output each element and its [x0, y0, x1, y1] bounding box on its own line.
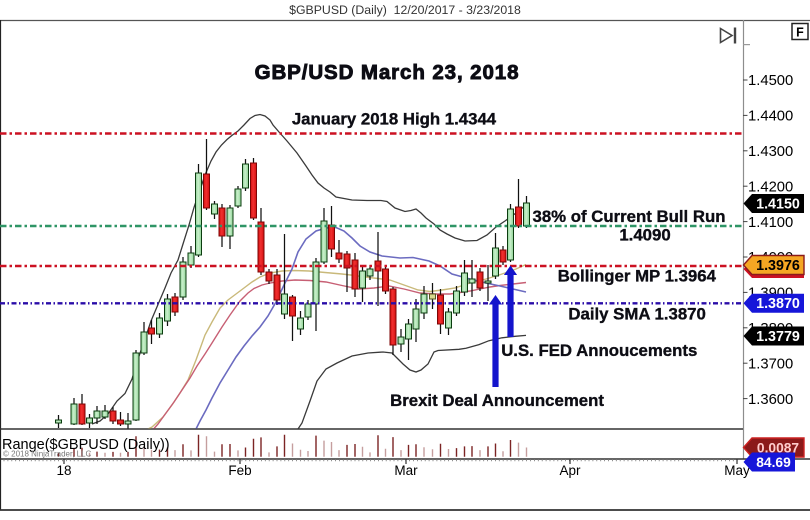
svg-text:1.3870: 1.3870 — [756, 296, 800, 312]
svg-text:18: 18 — [56, 463, 71, 478]
svg-text:1.3600: 1.3600 — [748, 392, 793, 408]
svg-text:1.4090: 1.4090 — [619, 226, 670, 245]
svg-text:1.3976: 1.3976 — [756, 258, 800, 274]
svg-text:Daily SMA 1.3870: Daily SMA 1.3870 — [568, 305, 705, 324]
svg-text:Feb: Feb — [228, 463, 251, 478]
svg-text:U.S. FED Annoucements: U.S. FED Annoucements — [501, 341, 697, 360]
svg-text:1.3700: 1.3700 — [748, 356, 793, 372]
svg-text:1.4400: 1.4400 — [748, 109, 793, 125]
svg-text:GBP/USD March 23, 2018: GBP/USD March 23, 2018 — [255, 61, 520, 84]
svg-text:1.4300: 1.4300 — [748, 144, 793, 160]
svg-text:F: F — [796, 26, 804, 40]
svg-text:Brexit Deal Announcement: Brexit Deal Announcement — [390, 391, 604, 410]
svg-text:Range($GBPUSD (Daily)): Range($GBPUSD (Daily)) — [2, 437, 170, 453]
svg-text:1.4150: 1.4150 — [756, 196, 800, 212]
svg-text:1.4500: 1.4500 — [748, 73, 793, 89]
svg-text:© 2018 NinjaTrader, LLC: © 2018 NinjaTrader, LLC — [3, 450, 92, 459]
svg-text:$GBPUSD (Daily) 12/20/2017 -: $GBPUSD (Daily) 12/20/2017 - 3/23/2018 — [289, 3, 521, 17]
svg-text:84.69: 84.69 — [756, 455, 791, 470]
svg-text:38% of Current Bull Run: 38% of Current Bull Run — [533, 207, 726, 226]
svg-text:Mar: Mar — [394, 463, 418, 478]
svg-text:1.4200: 1.4200 — [748, 179, 793, 195]
svg-text:Apr: Apr — [559, 463, 581, 478]
svg-text:January 2018 High 1.4344: January 2018 High 1.4344 — [292, 110, 497, 129]
svg-text:1.3779: 1.3779 — [756, 329, 800, 345]
svg-text:Bollinger MP 1.3964: Bollinger MP 1.3964 — [558, 267, 717, 286]
svg-text:1.4100: 1.4100 — [748, 215, 793, 231]
svg-text:May: May — [724, 463, 750, 478]
svg-text:0.0087: 0.0087 — [757, 440, 800, 455]
